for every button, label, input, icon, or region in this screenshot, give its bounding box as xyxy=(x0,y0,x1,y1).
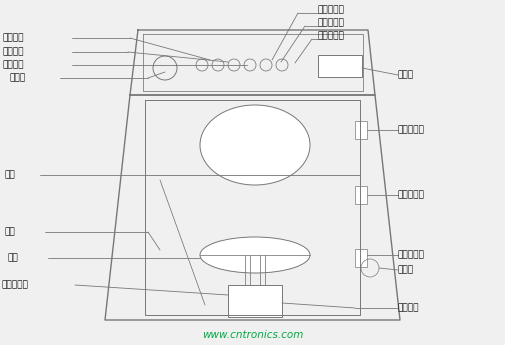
Bar xyxy=(228,285,281,317)
Bar xyxy=(317,55,361,77)
Bar xyxy=(355,186,366,204)
Text: 電磁離合器: 電磁離合器 xyxy=(2,280,29,289)
Text: 低水位開關: 低水位開關 xyxy=(397,250,424,259)
Text: 高水位按鈕: 高水位按鈕 xyxy=(317,6,344,14)
Text: 啟動按鈕: 啟動按鈕 xyxy=(3,60,24,69)
Text: 排水口: 排水口 xyxy=(397,266,413,275)
Ellipse shape xyxy=(199,237,310,273)
Text: 排水按鈕: 排水按鈕 xyxy=(3,48,24,57)
Ellipse shape xyxy=(199,105,310,185)
Text: 洗滌電機: 洗滌電機 xyxy=(397,304,419,313)
Text: 高水位開關: 高水位開關 xyxy=(397,126,424,135)
Text: 低水位按鈕: 低水位按鈕 xyxy=(317,31,344,40)
Text: 撥盤: 撥盤 xyxy=(8,254,19,263)
Text: www.cntronics.com: www.cntronics.com xyxy=(202,330,303,340)
Text: 停止按鈕: 停止按鈕 xyxy=(3,33,24,42)
Text: 內桶: 內桶 xyxy=(5,170,16,179)
Text: 進水口: 進水口 xyxy=(10,73,26,82)
Text: 中水位按鈕: 中水位按鈕 xyxy=(317,19,344,28)
Bar xyxy=(355,121,366,139)
Bar xyxy=(355,249,366,267)
Text: 外桶: 外桶 xyxy=(5,227,16,237)
Text: 中水位開關: 中水位開關 xyxy=(397,190,424,199)
Text: 顯示器: 顯示器 xyxy=(397,70,413,79)
